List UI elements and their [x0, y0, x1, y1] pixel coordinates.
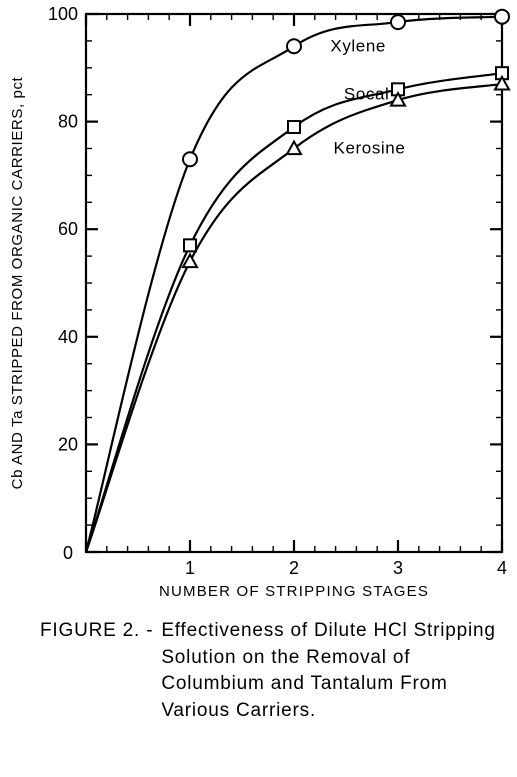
figure-caption: FIGURE 2. - Effectiveness of Dilute HCl … — [40, 618, 497, 724]
marker-xylene — [287, 39, 301, 53]
xtick-label: 3 — [393, 558, 403, 578]
ytick-label: 40 — [58, 327, 78, 347]
caption-sep: - — [140, 620, 153, 641]
xtick-label: 2 — [289, 558, 299, 578]
xtick-label: 1 — [185, 558, 195, 578]
marker-xylene — [183, 152, 197, 166]
marker-socal — [288, 121, 300, 133]
caption-label: FIGURE 2. — [40, 620, 140, 641]
caption-text: Effectiveness of Dilute HCl Stripping So… — [161, 618, 497, 724]
chart-svg: 0 1 2 3 4 20 40 60 80 100 NUMBER OF STRIPPING STAG… — [0, 0, 517, 612]
ytick-label: 100 — [48, 4, 78, 24]
ytick-label: 60 — [58, 219, 78, 239]
figure-container: 0 1 2 3 4 20 40 60 80 100 NUMBER OF STRIPPING STAG… — [0, 0, 517, 777]
marker-xylene — [391, 15, 405, 29]
x-axis-label: NUMBER OF STRIPPING STAGES — [159, 583, 429, 600]
marker-xylene — [495, 10, 509, 24]
series-label-xylene: Xylene — [330, 36, 386, 55]
xtick-label: 4 — [497, 558, 507, 578]
ytick-label: 20 — [58, 434, 78, 454]
y-axis-label: Cb AND Ta STRIPPED FROM ORGANIC CARRIERS… — [9, 76, 26, 489]
marker-socal — [184, 239, 196, 251]
ytick-label: 80 — [58, 112, 78, 132]
series-label-kerosine: Kerosine — [334, 139, 406, 158]
origin-zero-label: 0 — [63, 543, 73, 563]
series-label-socal: Socal — [344, 85, 390, 104]
